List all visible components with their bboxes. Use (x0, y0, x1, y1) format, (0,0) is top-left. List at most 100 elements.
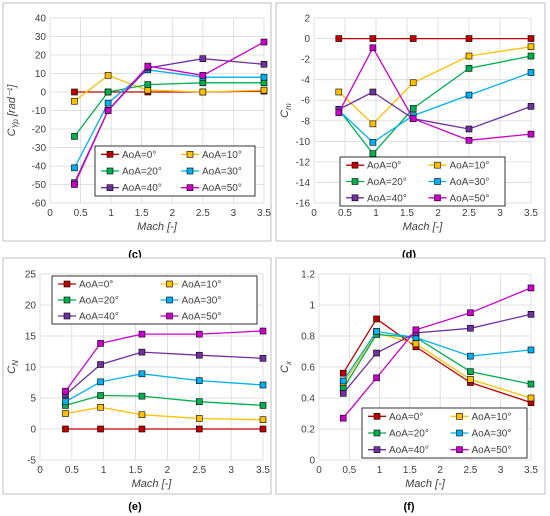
data-point (527, 394, 535, 402)
x-tick-label: 1.5 (135, 208, 149, 219)
y-tick-label: 25 (25, 270, 37, 281)
x-tick-label: 3.5 (524, 208, 538, 219)
legend-entry-label: AoA=10° (472, 412, 512, 423)
data-point (138, 392, 146, 400)
legend-swatch-marker (434, 178, 441, 185)
legend-entry-label: AoA=30° (182, 296, 222, 307)
y-tick-label: 30 (35, 32, 47, 43)
data-point (138, 411, 146, 419)
data-point (138, 425, 146, 433)
y-axis-label: CYp [rad⁻¹] (6, 84, 20, 137)
data-point (62, 387, 69, 395)
legend-entry-label: AoA=20° (367, 177, 407, 188)
panel-frame (275, 257, 546, 495)
x-tick-label: 2 (170, 208, 176, 219)
legend-swatch-marker (456, 446, 463, 453)
y-tick-label: 0.2 (301, 425, 315, 436)
legend-entry-label: AoA=20° (389, 429, 429, 440)
legend-swatch-marker (351, 161, 359, 169)
y-tick-label: -20 (32, 125, 47, 136)
data-point (527, 35, 535, 42)
legend-swatch-marker (456, 429, 463, 437)
legend-entry-label: AoA=0° (389, 412, 423, 423)
legend-entry-label: AoA=0° (79, 280, 113, 291)
data-point (260, 73, 268, 81)
x-tick-label: 3.5 (524, 465, 538, 476)
legend-swatch-marker (434, 161, 441, 169)
data-point (97, 378, 104, 386)
legend-swatch-marker (63, 296, 71, 304)
x-tick-label: 2.5 (196, 208, 210, 219)
y-tick-label: -8 (301, 116, 310, 127)
data-point (138, 370, 146, 378)
data-point (144, 81, 152, 88)
legend-swatch-marker (166, 312, 173, 320)
data-point (467, 352, 474, 360)
y-tick-label: 0.4 (301, 394, 315, 405)
x-tick-label: 2.5 (192, 465, 206, 476)
x-tick-label: 0 (316, 465, 322, 476)
y-tick-label: -40 (32, 162, 47, 173)
data-point (71, 88, 78, 96)
y-tick-label: 0 (304, 34, 310, 45)
data-point (409, 79, 417, 87)
legend-swatch-marker (351, 194, 359, 202)
legend-swatch-marker (456, 413, 463, 420)
data-point (195, 330, 203, 338)
data-point (527, 380, 535, 388)
data-point (62, 398, 69, 406)
y-tick-label: 0.8 (301, 332, 315, 343)
data-point (467, 376, 474, 383)
data-point (527, 103, 535, 110)
y-tick-label: -4 (301, 75, 310, 86)
legend-swatch-marker (186, 167, 194, 175)
data-point (71, 181, 78, 188)
data-point (259, 416, 267, 424)
data-point (369, 150, 377, 157)
legend-swatch-marker (351, 178, 359, 185)
data-point (412, 326, 420, 334)
chart-panel-d: -16 -14 -12 -10 -8 -6 -4 -2 0 2 0 0.5 1 1.5 2 2.5 3 3.5 Ma… (275, 2, 546, 242)
data-point (62, 410, 69, 417)
x-tick-label: 0 (47, 208, 53, 219)
legend-swatch-marker (106, 184, 114, 191)
data-point (339, 369, 347, 377)
data-point (465, 137, 473, 144)
y-tick-label: 20 (25, 301, 37, 312)
y-tick-label: -12 (296, 157, 311, 168)
x-tick-label: 1.5 (403, 465, 417, 476)
data-point (467, 309, 474, 317)
x-tick-label: 1 (108, 208, 114, 219)
y-tick-label: 0 (30, 425, 36, 436)
y-tick-label: -30 (32, 143, 47, 154)
data-point (369, 88, 377, 96)
y-tick-label: -50 (32, 180, 47, 191)
legend-entry-label: AoA=30° (202, 167, 242, 178)
data-point (527, 52, 535, 60)
data-point (465, 35, 473, 42)
panel-caption: (e) (128, 501, 142, 513)
x-tick-label: 1.5 (400, 208, 414, 219)
y-tick-label: 2 (304, 14, 310, 25)
x-tick-label: 2.5 (463, 465, 477, 476)
data-point (104, 99, 112, 107)
legend-swatch-marker (373, 413, 381, 420)
data-point (104, 88, 112, 96)
legend-box (339, 156, 506, 207)
y-tick-label: -10 (296, 137, 311, 148)
data-point (369, 35, 377, 42)
x-tick-label: 1.5 (129, 465, 143, 476)
x-tick-label: 2 (165, 465, 171, 476)
legend-box (94, 145, 256, 197)
y-axis-label: Cm (279, 103, 293, 118)
data-point (195, 398, 203, 406)
legend-entry-label: AoA=30° (472, 429, 512, 440)
data-point (97, 392, 104, 399)
data-point (104, 72, 112, 79)
data-point (373, 315, 380, 323)
legend-entry-label: AoA=10° (202, 150, 242, 161)
legend-entry-label: AoA=50° (202, 183, 242, 194)
data-point (409, 115, 417, 123)
y-tick-label: -2 (301, 55, 310, 66)
data-point (259, 425, 267, 433)
